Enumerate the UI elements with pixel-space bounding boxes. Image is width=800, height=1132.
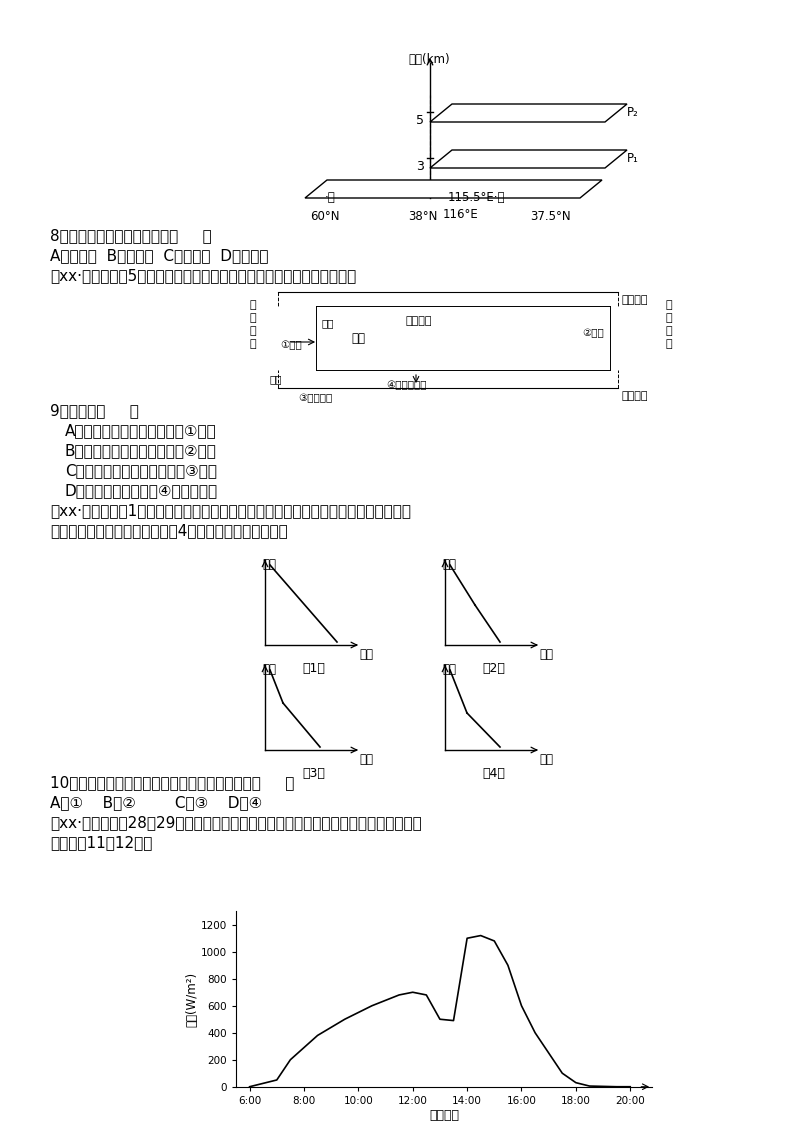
Text: （xx·浙江文综，1）近年来，雾霾天气在我国频繁出现，空气质量问题已引起全社会高: （xx·浙江文综，1）近年来，雾霾天气在我国频繁出现，空气质量问题已引起全社会高 <box>50 503 411 518</box>
Text: 60°N: 60°N <box>310 211 339 223</box>
Text: 高度: 高度 <box>442 663 456 676</box>
Text: P₁: P₁ <box>627 152 639 165</box>
Text: 射: 射 <box>250 338 257 349</box>
Text: 大气上界: 大气上界 <box>621 295 647 305</box>
X-axis label: 北京时间: 北京时间 <box>429 1108 459 1122</box>
Text: 反射: 反射 <box>321 318 334 328</box>
Text: P₂: P₂ <box>627 106 638 119</box>
Text: 10．图中最有利于雾霾大气污染物扩散的情形是（     ）: 10．图中最有利于雾霾大气污染物扩散的情形是（ ） <box>50 775 294 790</box>
Text: 气温: 气温 <box>359 753 373 766</box>
Text: 115.5°E·甲: 115.5°E·甲 <box>448 191 506 204</box>
Text: 度关注。下图是气温垂直分布的4种情形。读图完成下题。: 度关注。下图是气温垂直分布的4种情形。读图完成下题。 <box>50 523 288 538</box>
Text: 37.5°N: 37.5°N <box>530 211 570 223</box>
Text: 38°N: 38°N <box>408 211 438 223</box>
Polygon shape <box>305 180 602 198</box>
Text: ④大气逆辐射: ④大气逆辐射 <box>386 380 426 391</box>
Y-axis label: 辐射(W/m²): 辐射(W/m²) <box>185 971 198 1027</box>
Text: B．二氧化碳浓度降低，会使②减少: B．二氧化碳浓度降低，会使②减少 <box>65 443 217 458</box>
Text: 地球表面: 地球表面 <box>621 391 647 401</box>
Text: 8．此时甲地近地面的风向为（     ）: 8．此时甲地近地面的风向为（ ） <box>50 228 212 243</box>
Text: A．①    B．②        C．③    D．④: A．① B．② C．③ D．④ <box>50 795 262 811</box>
Text: 气温: 气温 <box>539 648 553 661</box>
Text: 高度: 高度 <box>262 558 276 571</box>
Text: 高度: 高度 <box>442 558 456 571</box>
Text: 太: 太 <box>250 300 257 310</box>
Text: 阳: 阳 <box>250 314 257 323</box>
Text: 高度: 高度 <box>262 663 276 676</box>
Text: 3: 3 <box>416 160 424 173</box>
Text: 大气辐射: 大气辐射 <box>406 316 433 326</box>
Text: （4）: （4） <box>482 767 505 780</box>
Polygon shape <box>430 151 627 168</box>
Text: 反射: 反射 <box>270 374 282 384</box>
Polygon shape <box>430 104 627 122</box>
Text: （xx·北京文综，5）下图为地球大气受热过程示意图。读图，回答下题。: （xx·北京文综，5）下图为地球大气受热过程示意图。读图，回答下题。 <box>50 268 356 283</box>
Text: （3）: （3） <box>302 767 325 780</box>
Text: 化。完成11～12题。: 化。完成11～12题。 <box>50 835 152 850</box>
Text: A．东南风  B．西南风  C．东北风  D．西北风: A．东南风 B．西南风 C．东北风 D．西北风 <box>50 248 269 263</box>
Text: A．臭氧层遭到破坏，会导致①增加: A．臭氧层遭到破坏，会导致①增加 <box>65 423 217 438</box>
Text: （xx·安徽文综，28～29）下图表示我国某地某日测试记录的到达地面的太阳辐射日变: （xx·安徽文综，28～29）下图表示我国某地某日测试记录的到达地面的太阳辐射日… <box>50 815 422 830</box>
Text: 辐: 辐 <box>665 326 672 336</box>
Text: 9．大气中（     ）: 9．大气中（ ） <box>50 403 139 418</box>
Text: 射: 射 <box>665 338 672 349</box>
Text: 气温: 气温 <box>359 648 373 661</box>
Text: 高度(km): 高度(km) <box>408 53 450 66</box>
Text: 气温: 气温 <box>539 753 553 766</box>
Text: D．出现雾霾，会导致④在夜间减少: D．出现雾霾，会导致④在夜间减少 <box>65 483 218 498</box>
Text: ·乙: ·乙 <box>325 191 336 204</box>
Text: C．可吸入颗粒物增加，会使③增加: C．可吸入颗粒物增加，会使③增加 <box>65 463 217 478</box>
Text: ①吸收: ①吸收 <box>280 340 302 350</box>
Text: 116°E: 116°E <box>443 208 478 221</box>
Text: （2）: （2） <box>482 662 505 675</box>
Text: 大气: 大气 <box>351 332 365 345</box>
Text: 辐: 辐 <box>250 326 257 336</box>
Text: （1）: （1） <box>302 662 325 675</box>
Text: 5: 5 <box>416 114 424 127</box>
Text: 地: 地 <box>665 300 672 310</box>
Text: ③地面吸收: ③地面吸收 <box>298 393 332 403</box>
Text: 面: 面 <box>665 314 672 323</box>
Text: ②吸收: ②吸收 <box>582 328 604 338</box>
